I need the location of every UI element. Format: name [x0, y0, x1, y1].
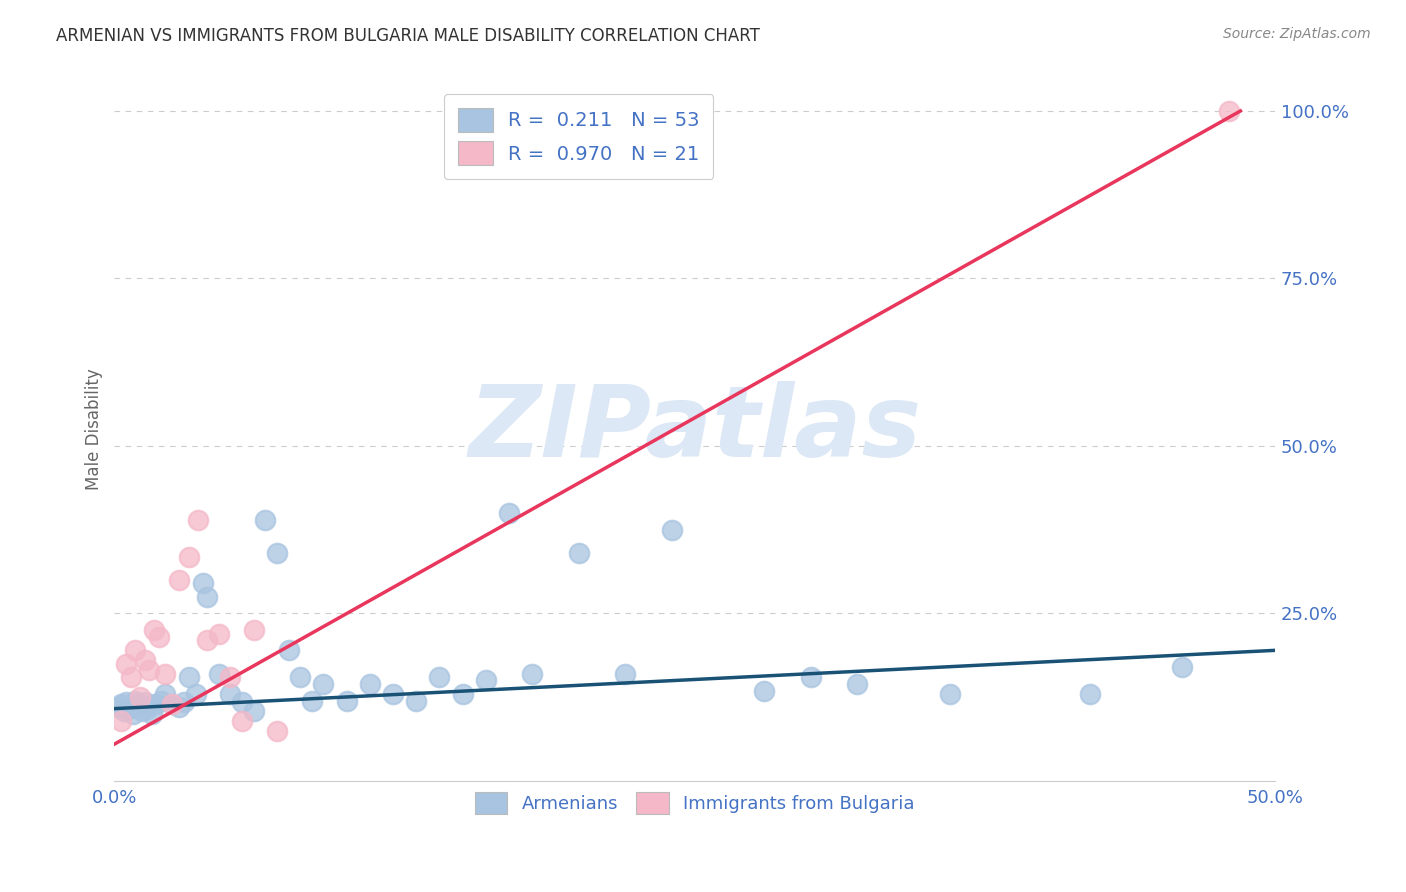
- Point: [112, 704, 135, 718]
- Point: [242, 624, 264, 638]
- Point: [266, 723, 288, 738]
- Point: [141, 706, 163, 721]
- Point: [115, 695, 138, 709]
- Point: [195, 633, 218, 648]
- Point: [231, 695, 253, 709]
- Point: [336, 693, 359, 707]
- Point: [277, 643, 299, 657]
- Point: [177, 670, 200, 684]
- Text: Source: ZipAtlas.com: Source: ZipAtlas.com: [1223, 27, 1371, 41]
- Point: [208, 666, 231, 681]
- Point: [1078, 687, 1101, 701]
- Point: [195, 590, 218, 604]
- Point: [115, 657, 138, 671]
- Point: [117, 701, 139, 715]
- Point: [134, 653, 156, 667]
- Point: [429, 670, 451, 684]
- Point: [134, 695, 156, 709]
- Point: [110, 697, 132, 711]
- Point: [135, 701, 157, 715]
- Point: [661, 523, 683, 537]
- Point: [359, 677, 381, 691]
- Point: [108, 700, 131, 714]
- Point: [301, 693, 323, 707]
- Point: [145, 697, 167, 711]
- Point: [208, 626, 231, 640]
- Point: [148, 630, 170, 644]
- Point: [169, 573, 191, 587]
- Point: [219, 670, 242, 684]
- Point: [131, 704, 153, 718]
- Point: [120, 670, 142, 684]
- Point: [177, 549, 200, 564]
- Point: [451, 687, 474, 701]
- Point: [382, 687, 405, 701]
- Legend: Armenians, Immigrants from Bulgaria: Armenians, Immigrants from Bulgaria: [464, 781, 925, 825]
- Point: [173, 695, 195, 709]
- Point: [614, 666, 637, 681]
- Point: [754, 683, 776, 698]
- Point: [162, 697, 184, 711]
- Point: [231, 714, 253, 728]
- Point: [124, 643, 146, 657]
- Point: [122, 706, 145, 721]
- Point: [846, 677, 869, 691]
- Point: [405, 693, 427, 707]
- Point: [242, 704, 264, 718]
- Point: [1218, 103, 1240, 118]
- Point: [475, 673, 498, 688]
- Point: [129, 690, 152, 705]
- Point: [187, 513, 209, 527]
- Point: [288, 670, 311, 684]
- Point: [142, 624, 165, 638]
- Point: [522, 666, 544, 681]
- Point: [155, 687, 177, 701]
- Point: [1171, 660, 1194, 674]
- Point: [155, 666, 177, 681]
- Y-axis label: Male Disability: Male Disability: [86, 368, 103, 490]
- Point: [149, 693, 172, 707]
- Point: [162, 697, 184, 711]
- Point: [800, 670, 823, 684]
- Point: [266, 546, 288, 560]
- Point: [219, 687, 242, 701]
- Point: [120, 698, 142, 713]
- Point: [939, 687, 962, 701]
- Point: [568, 546, 591, 560]
- Text: ZIPatlas: ZIPatlas: [468, 381, 921, 478]
- Point: [254, 513, 277, 527]
- Point: [498, 506, 520, 520]
- Point: [184, 687, 207, 701]
- Point: [110, 714, 132, 728]
- Point: [191, 576, 214, 591]
- Point: [127, 697, 149, 711]
- Text: ARMENIAN VS IMMIGRANTS FROM BULGARIA MALE DISABILITY CORRELATION CHART: ARMENIAN VS IMMIGRANTS FROM BULGARIA MAL…: [56, 27, 761, 45]
- Point: [138, 698, 160, 713]
- Point: [124, 693, 146, 707]
- Point: [312, 677, 335, 691]
- Point: [169, 700, 191, 714]
- Point: [129, 700, 152, 714]
- Point: [138, 664, 160, 678]
